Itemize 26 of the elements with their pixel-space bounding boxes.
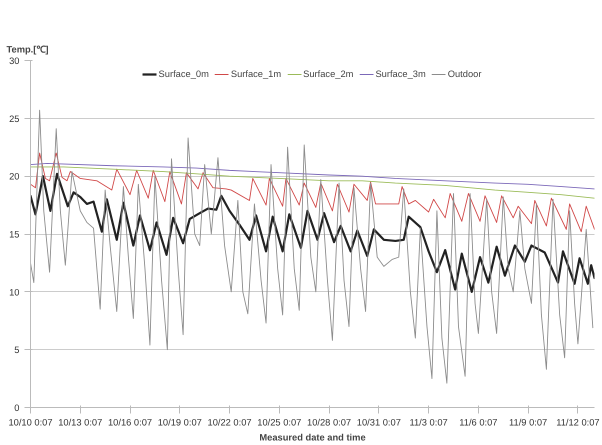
legend-label: Surface_0m bbox=[158, 69, 209, 79]
y-tick-label: 15 bbox=[9, 230, 20, 240]
y-tick-label: 0 bbox=[14, 403, 20, 413]
y-tick-label: 5 bbox=[14, 345, 20, 356]
y-tick-label: 30 bbox=[9, 56, 20, 66]
y-tick-label: 25 bbox=[9, 114, 20, 124]
x-tick-label: 10/22 0:07 bbox=[208, 418, 252, 428]
legend-label: Surface_2m bbox=[303, 69, 354, 79]
legend-label: Outdoor bbox=[448, 69, 482, 79]
x-axis-title: Measured date and time bbox=[259, 432, 366, 442]
x-tick-label: 10/16 0:07 bbox=[108, 418, 152, 428]
x-tick-label: 10/10 0:07 bbox=[8, 418, 53, 428]
x-tick-label: 11/3 0:07 bbox=[410, 418, 448, 428]
x-tick-label: 10/19 0:07 bbox=[158, 418, 202, 428]
legend-label: Surface_3m bbox=[375, 69, 426, 79]
x-tick-label: 10/13 0:07 bbox=[58, 418, 102, 428]
x-tick-label: 10/28 0:07 bbox=[307, 418, 352, 428]
legend-label: Surface_1m bbox=[230, 69, 282, 79]
y-tick-label: 10 bbox=[9, 287, 20, 298]
y-axis-title: Temp.[℃] bbox=[6, 44, 48, 54]
x-tick-label: 11/9 0:07 bbox=[509, 418, 548, 428]
x-tick-label: 10/25 0:07 bbox=[257, 418, 302, 428]
x-tick-label: 11/6 0:07 bbox=[459, 418, 498, 428]
x-tick-label: 11/12 0:07 bbox=[556, 418, 600, 428]
y-tick-label: 20 bbox=[9, 172, 20, 182]
x-tick-label: 10/31 0:07 bbox=[356, 418, 401, 428]
